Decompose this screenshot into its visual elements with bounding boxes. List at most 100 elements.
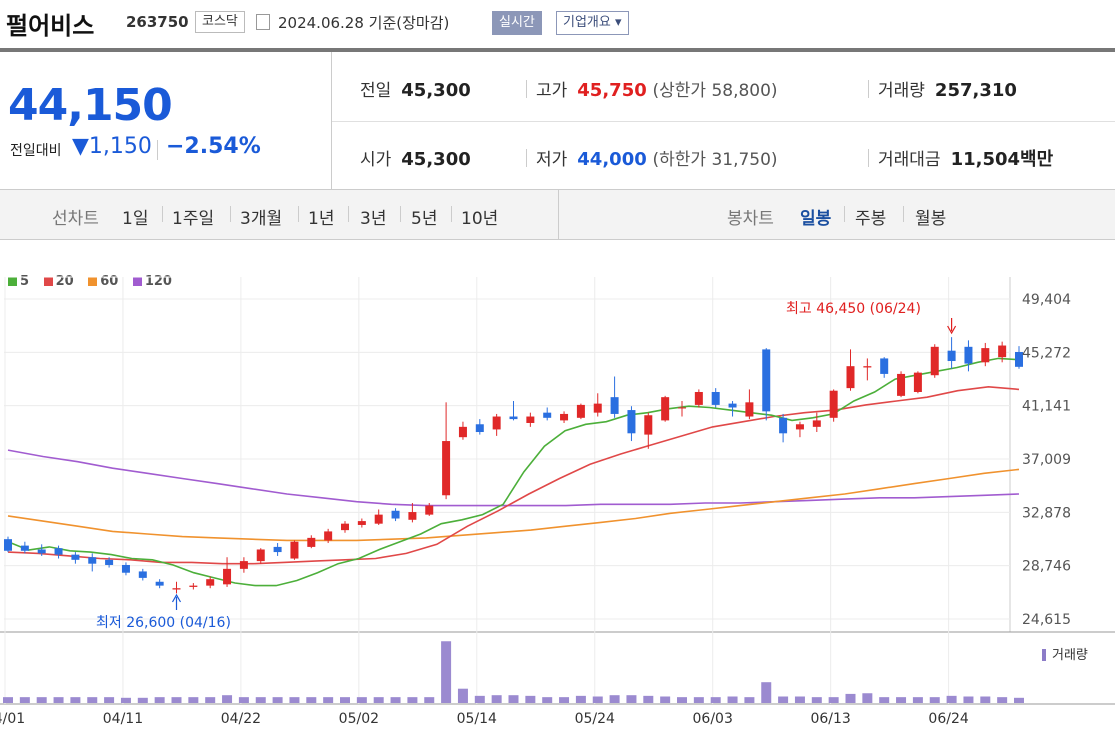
volume-bar: [356, 697, 367, 703]
volume-bar: [794, 696, 805, 703]
candle-body: [678, 407, 686, 409]
ma20-line: [7, 385, 1020, 565]
ma-legend: 5 20 60 120: [8, 274, 182, 289]
volume-bar: [238, 697, 249, 703]
tab-weekly[interactable]: 주봉: [855, 209, 887, 229]
x-tick-label: 05/14: [457, 711, 497, 727]
x-tick-label: 04/22: [221, 711, 261, 727]
tab-3y[interactable]: 3년: [360, 209, 387, 229]
annotations: 최고 46,450 (06/24) 최저 26,600 (04/16): [96, 301, 957, 631]
volume-bar: [693, 697, 704, 703]
candle-body: [711, 391, 720, 405]
high-annotation: 최고 46,450 (06/24): [786, 301, 921, 317]
volume-bar: [154, 697, 165, 703]
candle-body: [223, 568, 232, 585]
volume-bar: [727, 696, 738, 703]
candle-body: [189, 585, 198, 587]
volume-bar: [896, 697, 907, 703]
volume-bar: [491, 695, 502, 703]
y-axis: 49,404 45,272 41,141 37,009 32,878 28,746 24,6…: [1022, 292, 1071, 628]
candle-body: [560, 413, 569, 421]
tab-1y[interactable]: 1년: [308, 209, 335, 229]
candle-body: [897, 373, 906, 396]
candle-body: [442, 441, 451, 496]
volume-bar: [963, 696, 974, 703]
stat-label: 고가: [536, 81, 568, 101]
company-overview-dropdown[interactable]: 기업개요 ▾: [556, 11, 629, 35]
legend-ma5: 5: [8, 274, 29, 289]
stat-label: 시가: [360, 150, 392, 170]
candle-body: [324, 531, 333, 541]
candle-body: [762, 349, 771, 412]
tab-1w[interactable]: 1주일: [172, 209, 215, 229]
volume-bar: [946, 695, 957, 703]
legend-label: 20: [55, 274, 74, 289]
volume-bar: [660, 696, 671, 703]
legend-label: 5: [20, 274, 30, 289]
candles: [4, 337, 1023, 594]
tab-1d[interactable]: 1일: [122, 209, 149, 229]
volume-bar: [811, 697, 822, 703]
volume-bar: [323, 697, 334, 703]
candle-body: [408, 512, 417, 520]
low-arrow-head: [171, 593, 182, 603]
x-tick-label: 06/24: [928, 711, 968, 727]
volume-bar: [559, 697, 570, 703]
tab-daily[interactable]: 일봉: [800, 209, 832, 229]
price-summary: 44,150 전일대비 ▼1,150 −2.54%: [0, 52, 332, 190]
y-tick-label: 45,272: [1022, 345, 1071, 361]
volume-bar: [222, 695, 233, 703]
candle-body: [206, 579, 215, 586]
tab-5y[interactable]: 5년: [411, 209, 438, 229]
volume-bar: [19, 697, 30, 703]
candle-body: [913, 372, 922, 392]
volume-bar: [912, 697, 923, 703]
candle-body: [981, 348, 990, 363]
header-divider: [0, 48, 1115, 52]
candle-body: [88, 557, 97, 564]
moving-average-lines: [7, 357, 1020, 587]
volume-bar: [592, 696, 603, 703]
stock-code: 263750: [126, 13, 189, 31]
low-annotation: 최저 26,600 (04/16): [96, 615, 231, 631]
volume-bar: [525, 695, 536, 703]
ma60-line: [7, 468, 1020, 542]
volume-bar: [390, 697, 401, 703]
volume-bar: [3, 697, 13, 703]
chart-grid: [0, 276, 1115, 705]
x-tick-label: 05/24: [575, 711, 615, 727]
candle-body: [458, 426, 467, 438]
tab-3m[interactable]: 3개월: [240, 209, 283, 229]
divider: [868, 80, 869, 98]
candle-body: [829, 390, 838, 418]
candle-body: [307, 537, 316, 547]
volume-bar: [340, 697, 350, 703]
volume-bar: [36, 697, 47, 703]
calendar-icon: [256, 14, 270, 30]
volume-bar: [862, 693, 873, 703]
divider: [298, 206, 299, 222]
change-rate: −2.54%: [166, 134, 261, 159]
tab-10y[interactable]: 10년: [461, 209, 499, 229]
volume-bar: [879, 697, 890, 703]
volume-bar: [778, 696, 789, 703]
volume-bar: [845, 693, 856, 703]
y-tick-label: 49,404: [1022, 292, 1071, 308]
divider: [526, 80, 527, 98]
stat-volume: 거래량 257,310: [878, 76, 1017, 101]
volume-bar: [677, 697, 687, 703]
stock-name: 펄어비스: [6, 12, 95, 40]
y-tick-label: 41,141: [1022, 399, 1071, 415]
realtime-button[interactable]: 실시간: [492, 11, 542, 35]
stat-label: 거래량: [878, 81, 925, 101]
candle-body: [694, 391, 703, 405]
legend-ma60: 60: [88, 274, 118, 289]
x-tick-label: 06/13: [810, 711, 850, 727]
volume-bar: [744, 697, 755, 703]
candle-body: [661, 397, 670, 421]
volume-legend-swatch: [1042, 649, 1046, 661]
stat-label: 저가: [536, 150, 568, 170]
candle-body: [121, 564, 130, 573]
tab-monthly[interactable]: 월봉: [915, 209, 947, 229]
candle-body: [846, 366, 855, 389]
